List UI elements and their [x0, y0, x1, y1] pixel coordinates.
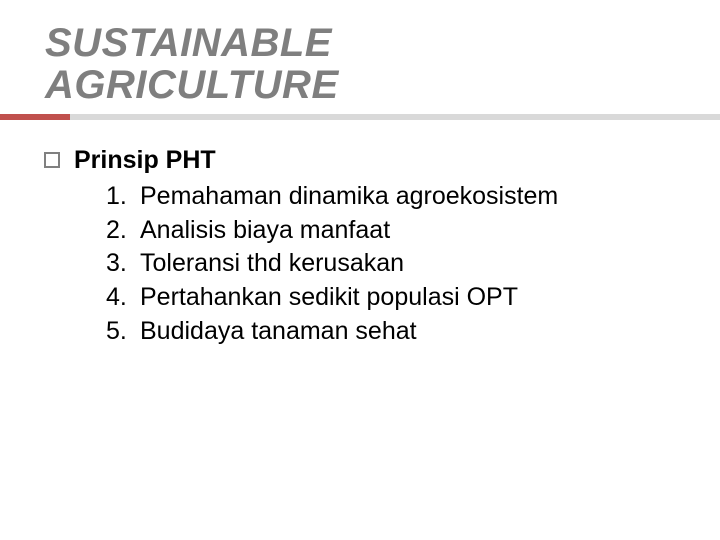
- title-line-2: AGRICULTURE: [45, 64, 690, 106]
- list-number: 4.: [106, 281, 140, 315]
- body-heading: Prinsip PHT: [74, 144, 558, 178]
- bullet-content: Prinsip PHT 1. Pemahaman dinamika agroek…: [74, 144, 558, 349]
- list-item: 5. Budidaya tanaman sehat: [106, 315, 558, 349]
- list-item: 2. Analisis biaya manfaat: [106, 214, 558, 248]
- list-text: Pemahaman dinamika agroekosistem: [140, 180, 558, 214]
- list-number: 1.: [106, 180, 140, 214]
- list-text: Toleransi thd kerusakan: [140, 247, 404, 281]
- underline-track: [70, 114, 720, 120]
- list-text: Pertahankan sedikit populasi OPT: [140, 281, 518, 315]
- title-underline: [0, 114, 720, 120]
- underline-accent: [0, 114, 70, 120]
- square-bullet-icon: [44, 152, 60, 168]
- list-number: 2.: [106, 214, 140, 248]
- list-text: Budidaya tanaman sehat: [140, 315, 417, 349]
- title-line-1: SUSTAINABLE: [45, 22, 690, 64]
- bullet-item: Prinsip PHT 1. Pemahaman dinamika agroek…: [44, 144, 690, 349]
- list-text: Analisis biaya manfaat: [140, 214, 390, 248]
- numbered-list: 1. Pemahaman dinamika agroekosistem 2. A…: [106, 180, 558, 349]
- slide-title: SUSTAINABLE AGRICULTURE: [45, 22, 690, 106]
- slide-body: Prinsip PHT 1. Pemahaman dinamika agroek…: [44, 144, 690, 349]
- list-item: 4. Pertahankan sedikit populasi OPT: [106, 281, 558, 315]
- list-item: 1. Pemahaman dinamika agroekosistem: [106, 180, 558, 214]
- list-number: 5.: [106, 315, 140, 349]
- slide: SUSTAINABLE AGRICULTURE Prinsip PHT 1. P…: [0, 0, 720, 540]
- list-number: 3.: [106, 247, 140, 281]
- list-item: 3. Toleransi thd kerusakan: [106, 247, 558, 281]
